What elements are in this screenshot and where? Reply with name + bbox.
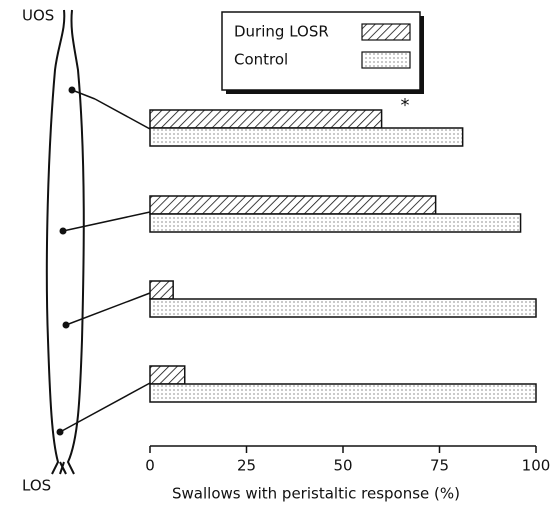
legend-label: During LOSR — [234, 23, 329, 41]
bar — [150, 214, 521, 232]
x-tick-label: 75 — [430, 457, 449, 475]
esophagus-diagram — [47, 10, 150, 474]
bar — [150, 384, 536, 402]
legend-swatch — [362, 24, 410, 40]
x-axis-title: Swallows with peristaltic response (%) — [172, 485, 460, 503]
bar — [150, 366, 185, 384]
bar — [150, 196, 436, 214]
bar — [150, 299, 536, 317]
bar — [150, 110, 382, 128]
x-tick-label: 0 — [145, 457, 155, 475]
x-tick-label: 50 — [333, 457, 352, 475]
chart: UOS LOS * Swallows with peristaltic resp… — [0, 0, 559, 508]
legend-swatch — [362, 52, 410, 68]
los-label: LOS — [22, 477, 51, 495]
legend-label: Control — [234, 51, 288, 69]
x-tick-label: 25 — [237, 457, 256, 475]
x-tick-label: 100 — [522, 457, 551, 475]
bar — [150, 281, 173, 299]
uos-label: UOS — [22, 7, 54, 25]
bar — [150, 128, 463, 146]
significance-mark: * — [401, 95, 410, 116]
